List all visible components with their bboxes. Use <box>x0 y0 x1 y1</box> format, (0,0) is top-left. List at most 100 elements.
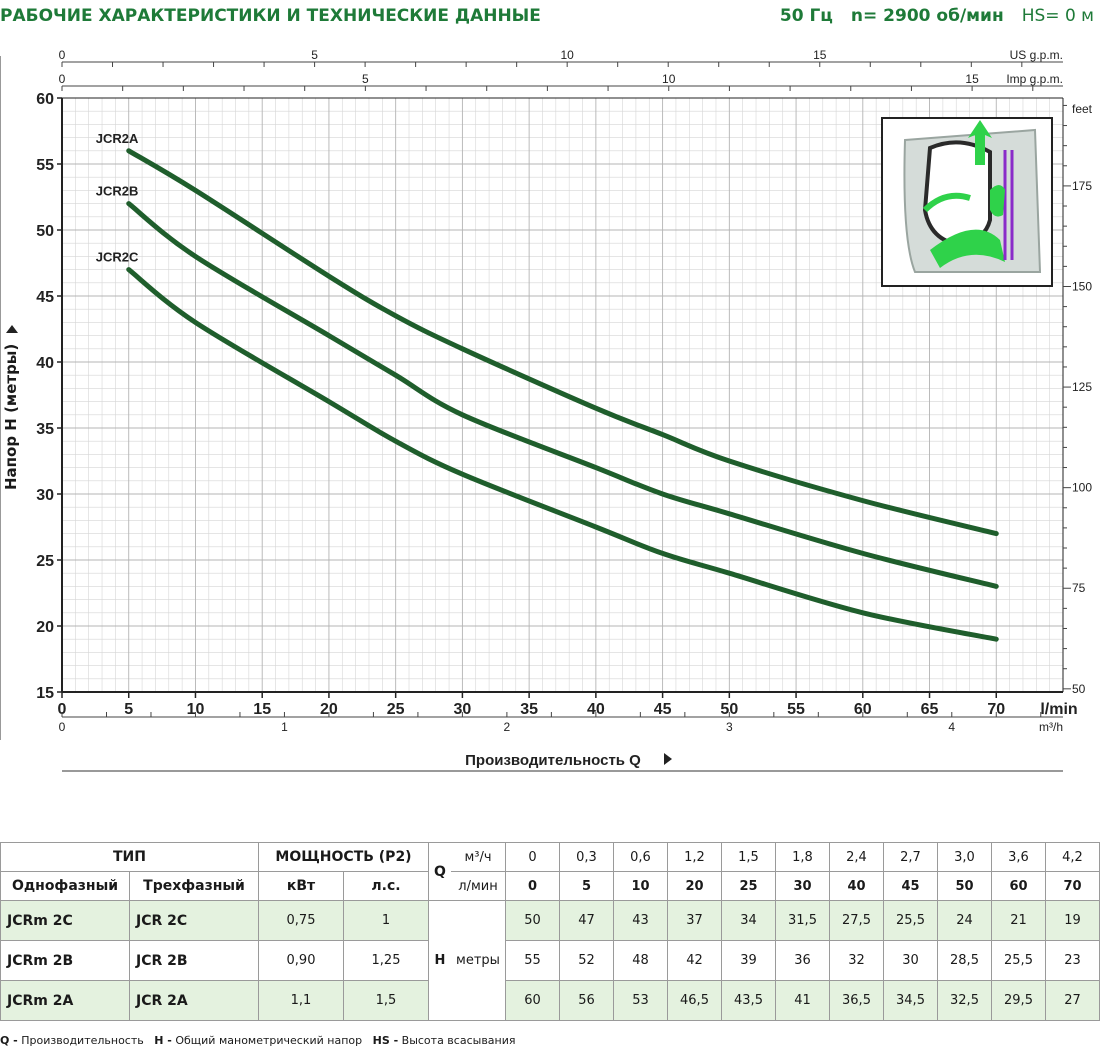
x-axis-arrow-icon <box>664 753 672 765</box>
m3h-tick-label: 0 <box>59 720 66 734</box>
y-tick-label: 25 <box>36 553 54 570</box>
feet-tick-label: 150 <box>1072 279 1092 293</box>
hs-key: HS - <box>372 1034 399 1047</box>
m3h-unit: m³/h <box>1039 720 1063 734</box>
curve-jcr2c <box>126 267 999 642</box>
x-tick-label: 35 <box>520 701 538 718</box>
feet-unit: feet <box>1072 102 1093 116</box>
x-tick-label: 0 <box>58 701 67 718</box>
m3h-value: 3,6 <box>991 842 1046 872</box>
x-tick-label: 65 <box>921 701 939 718</box>
flow-arrow-top <box>968 120 992 165</box>
m3h-value: 0,6 <box>613 842 668 872</box>
us-gpm-tick-label: 15 <box>813 48 827 62</box>
x-axis-unit: l/min <box>1040 701 1077 718</box>
lmin-value: 60 <box>991 871 1046 901</box>
m3h-value: 1,5 <box>721 842 776 872</box>
m3h-value: 1,2 <box>667 842 722 872</box>
three-phase-model: JCR 2B <box>129 940 259 981</box>
y-tick-label: 30 <box>36 487 54 504</box>
lmin-value: 5 <box>559 871 614 901</box>
three-phase-model: JCR 2A <box>129 980 259 1021</box>
imp-gpm-tick-label: 5 <box>362 72 369 86</box>
x-tick-label: 25 <box>387 701 405 718</box>
power-kw: 0,90 <box>258 940 344 981</box>
h-text: Общий манометрический напор <box>175 1034 363 1047</box>
head-value: 27 <box>1045 980 1100 1021</box>
y-axis-arrow-icon <box>6 325 18 333</box>
q-label: Q <box>428 842 451 901</box>
type-header: ТИП <box>0 842 259 872</box>
x-tick-label: 15 <box>253 701 271 718</box>
m3h-tick-label: 4 <box>948 720 955 734</box>
power-header: МОЩНОСТЬ (P2) <box>258 842 429 872</box>
head-value: 32 <box>829 940 884 981</box>
curve-label-jcr2b: JCR2B <box>96 184 139 199</box>
y-tick-label: 35 <box>36 421 54 438</box>
impeller-flow <box>990 185 1005 217</box>
y-tick-label: 45 <box>36 289 54 306</box>
hp-header: л.с. <box>343 871 429 901</box>
legend-footnote: Q - Производительность H - Общий маномет… <box>0 1034 516 1047</box>
head-value: 36,5 <box>829 980 884 1021</box>
head-value: 23 <box>1045 940 1100 981</box>
power-kw: 0,75 <box>258 900 344 941</box>
head-value: 56 <box>559 980 614 1021</box>
m3h-value: 3,0 <box>937 842 992 872</box>
curve-jcr2a <box>126 148 999 537</box>
single-phase-model: JCRm 2B <box>0 940 130 981</box>
head-value: 42 <box>667 940 722 981</box>
table-row: JCRm 2A JCR 2A 1,1 1,5 60 56 53 46,5 43,… <box>0 980 1100 1021</box>
y-tick-label: 15 <box>36 685 54 702</box>
lmin-value: 25 <box>721 871 776 901</box>
x-tick-label: 50 <box>720 701 738 718</box>
x-tick-label: 5 <box>124 701 133 718</box>
m3h-value: 2,7 <box>883 842 938 872</box>
head-value: 41 <box>775 980 830 1021</box>
head-value: 28,5 <box>937 940 992 981</box>
imp-gpm-tick-label: 15 <box>965 72 979 86</box>
head-value: 39 <box>721 940 776 981</box>
head-value: 55 <box>505 940 560 981</box>
hs-text: Высота всасывания <box>401 1034 516 1047</box>
m3h-value: 4,2 <box>1045 842 1100 872</box>
x-tick-label: 30 <box>454 701 472 718</box>
m3h-tick-label: 1 <box>281 720 288 734</box>
head-value: 46,5 <box>667 980 722 1021</box>
head-value: 34 <box>721 900 776 941</box>
technical-data-table: ТИП МОЩНОСТЬ (P2) Q м³/ч 0 0,3 0,6 1,2 1… <box>0 842 1100 1021</box>
m3h-tick-label: 3 <box>726 720 733 734</box>
x-tick-label: 70 <box>987 701 1005 718</box>
speed-label: n= 2900 об/мин <box>850 6 1004 26</box>
head-value: 47 <box>559 900 614 941</box>
head-value: 29,5 <box>991 980 1046 1021</box>
power-hp: 1,5 <box>343 980 429 1021</box>
y-tick-label: 40 <box>36 355 54 372</box>
kw-header: кВт <box>258 871 344 901</box>
flow-arrow-mid <box>922 192 971 213</box>
q-key: Q - <box>0 1034 18 1047</box>
operating-conditions: 50 Гц n= 2900 об/мин HS= 0 м <box>780 6 1094 26</box>
y-tick-label: 55 <box>36 157 54 174</box>
head-value: 21 <box>991 900 1046 941</box>
head-value: 32,5 <box>937 980 992 1021</box>
curve-jcr2b <box>126 201 999 589</box>
head-value: 34,5 <box>883 980 938 1021</box>
x-tick-label: 60 <box>854 701 872 718</box>
x-axis-title: Производительность Q <box>465 752 641 769</box>
lmin-value: 10 <box>613 871 668 901</box>
power-hp: 1 <box>343 900 429 941</box>
head-value: 19 <box>1045 900 1100 941</box>
lmin-value: 20 <box>667 871 722 901</box>
lmin-value: 0 <box>505 871 560 901</box>
head-value: 24 <box>937 900 992 941</box>
table-row: JCRm 2B JCR 2B 0,90 1,25 55 52 48 42 39 … <box>0 940 1100 981</box>
imp-gpm-tick-label: 10 <box>662 72 676 86</box>
feet-tick-label: 50 <box>1072 682 1086 696</box>
head-value: 43,5 <box>721 980 776 1021</box>
lmin-unit: л/мин <box>451 871 506 901</box>
h-key: H - <box>154 1034 172 1047</box>
pump-illustration-icon <box>881 117 1053 287</box>
x-tick-label: 40 <box>587 701 605 718</box>
